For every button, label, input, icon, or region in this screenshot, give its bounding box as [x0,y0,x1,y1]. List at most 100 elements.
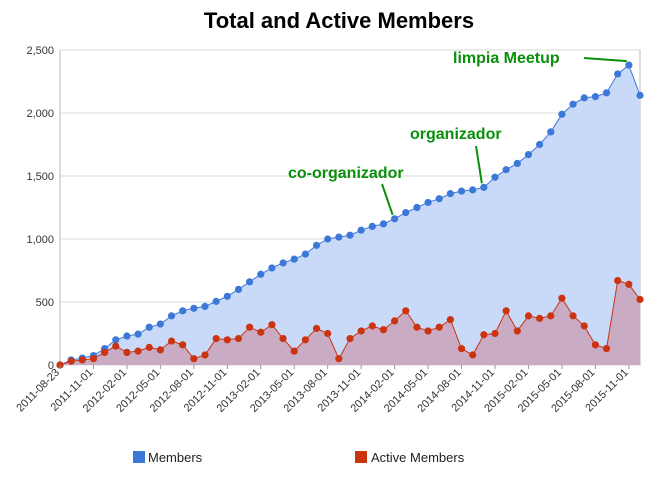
point-members [491,173,499,181]
chart-title: Total and Active Members [204,8,474,33]
point-active-members [112,342,120,350]
point-members [145,323,153,331]
point-members [502,166,510,174]
point-members [346,231,354,239]
point-members [569,100,577,108]
annotation-organizador: organizador [410,126,502,143]
point-active-members [279,334,287,343]
point-active-members [290,347,298,355]
point-active-members [513,327,521,335]
point-active-members [480,331,488,339]
point-members [457,187,466,195]
y-tick-label: 2,500 [26,45,54,57]
point-members [268,264,276,272]
point-active-members [179,341,187,349]
point-active-members [123,348,131,356]
point-active-members [435,323,443,331]
point-active-members [413,323,421,331]
point-members [246,278,254,286]
point-members [368,222,376,230]
annotation-pointer-co-organizador [381,183,394,216]
point-active-members [391,317,399,325]
point-active-members [502,307,510,315]
point-members [301,250,309,258]
point-active-members [402,307,410,315]
point-active-members [636,295,644,304]
point-active-members [145,343,153,351]
point-members [636,91,644,99]
point-active-members [368,322,376,330]
x-axis: 2011-08-232011-11-012012-02-012012-05-01… [14,365,631,415]
point-active-members [625,280,633,288]
point-members [625,61,633,69]
point-active-members [569,312,577,320]
annotation-co-organizador: co-organizador [288,165,404,182]
point-active-members [536,314,544,322]
point-members [391,215,399,223]
y-tick-label: 0 [48,360,54,372]
point-members [602,89,611,97]
point-members [402,208,410,217]
point-active-members [602,345,611,353]
legend-swatch-active-members [355,451,367,463]
point-members [312,241,321,249]
point-active-members [424,327,432,335]
point-members [290,255,298,263]
point-members [413,203,421,212]
point-active-members [190,355,198,363]
point-active-members [457,345,466,353]
point-members [379,220,388,228]
point-active-members [335,355,343,363]
point-members [524,150,533,159]
point-active-members [268,321,276,329]
point-members [324,235,332,243]
legend-label-members: Members [148,450,203,465]
point-members [123,332,131,340]
point-members [279,259,287,267]
point-members [591,93,599,101]
point-members [257,270,265,278]
annotation-limpia-meetup: limpia Meetup [453,50,560,67]
area-members [60,65,640,366]
point-members [134,330,142,338]
point-active-members [491,329,499,338]
point-active-members [324,329,332,338]
point-active-members [558,294,566,302]
point-active-members [101,348,109,356]
point-members [536,140,544,149]
annotations: limpia Meetup organizador co-organizador [288,50,627,216]
legend-label-active-members: Active Members [371,450,465,465]
point-active-members [234,334,243,343]
point-members [167,312,176,320]
point-members [480,183,488,191]
annotation-pointer-limpia-meetup [583,57,627,63]
point-active-members [67,357,75,365]
point-active-members [167,337,176,345]
point-members [424,198,432,207]
point-active-members [614,276,622,285]
y-axis: 0 500 1,000 1,500 2,000 2,500 [26,45,54,372]
point-active-members [524,312,533,320]
point-members [469,186,477,194]
point-active-members [580,322,588,330]
point-members [580,94,588,102]
point-active-members [446,316,454,324]
point-members [156,320,164,328]
point-active-members [469,351,477,359]
area-active-members [60,280,640,365]
y-tick-label: 1,500 [26,171,54,183]
y-tick-label: 500 [36,297,54,309]
point-members [201,302,209,311]
y-tick-label: 2,000 [26,108,54,120]
point-members [435,195,443,203]
point-active-members [201,351,209,359]
point-active-members [156,346,164,354]
data-points [56,61,644,369]
point-active-members [89,355,98,363]
legend: Members Active Members [133,450,465,465]
point-active-members [134,347,142,355]
point-members [190,304,198,312]
point-active-members [379,326,388,334]
point-members [112,336,120,344]
